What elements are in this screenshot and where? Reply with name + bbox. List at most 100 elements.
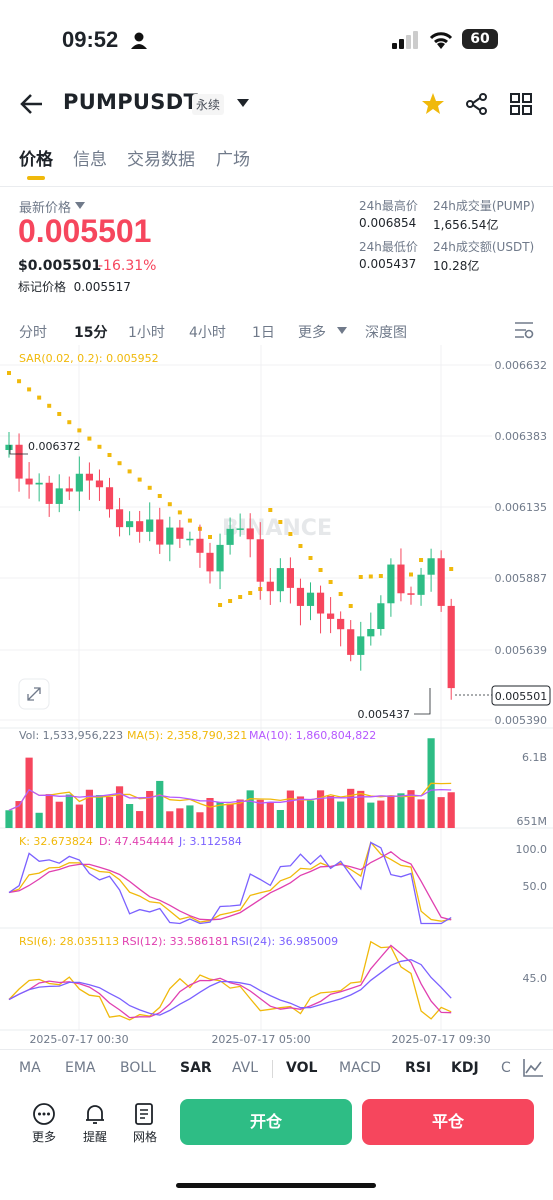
volume-bar	[176, 808, 184, 828]
indicator-avl[interactable]: AVL	[232, 1060, 259, 1076]
more-label[interactable]: 更多	[32, 1130, 57, 1144]
volume-bar	[5, 810, 13, 828]
interval-4h[interactable]: 4小时	[189, 325, 226, 341]
candle-body	[126, 521, 134, 528]
volume-bar	[206, 797, 214, 828]
high-value: 0.006854	[359, 216, 417, 230]
volume-bar	[15, 801, 23, 828]
volume-bar	[35, 812, 43, 828]
indicator-chart-icon[interactable]	[522, 1058, 544, 1078]
grid-menu-icon[interactable]	[510, 93, 532, 115]
volume-bar	[216, 802, 224, 828]
grid-label[interactable]: 网格	[133, 1130, 158, 1144]
time-label-3: 2025-07-17 09:30	[391, 1033, 490, 1045]
sar-label: SAR(0.02, 0.2): 0.005952	[19, 352, 159, 365]
chart-settings-icon[interactable]	[514, 321, 534, 339]
indicator-sar[interactable]: SAR	[180, 1060, 212, 1076]
volume-bar	[136, 811, 144, 828]
bell-icon[interactable]	[84, 1103, 106, 1125]
chevron-down-icon[interactable]	[236, 98, 250, 108]
sar-dot	[378, 574, 383, 578]
sar-dot	[298, 544, 303, 548]
star-icon[interactable]	[421, 92, 445, 116]
sar-dot	[248, 591, 253, 595]
current-price-tag[interactable]	[491, 685, 551, 706]
volume-bar	[146, 790, 154, 828]
tab-info[interactable]: 信息	[73, 150, 107, 170]
more-icon[interactable]	[33, 1103, 55, 1125]
latest-price-label[interactable]: 最新价格	[19, 201, 72, 216]
axis-tick-3: 0.006135	[495, 501, 548, 514]
volume-bar	[236, 799, 244, 828]
sar-dot	[328, 580, 333, 584]
volume-bar	[387, 795, 395, 828]
candle-body	[256, 539, 264, 582]
volume-bar	[316, 790, 325, 828]
indicator-boll[interactable]: BOLL	[120, 1060, 156, 1076]
candle-body	[196, 538, 204, 553]
candle-body	[45, 482, 53, 504]
interval-1h[interactable]: 1小时	[128, 325, 165, 341]
candle-body	[105, 487, 114, 510]
contract-type-badge: 永续	[192, 94, 225, 115]
interval-more[interactable]: 更多	[298, 325, 326, 341]
kdj-axis-top: 100.0	[516, 843, 548, 856]
candle-body	[65, 488, 73, 492]
volume-bar	[166, 811, 174, 828]
caret-down-icon[interactable]	[75, 202, 85, 209]
tab-square[interactable]: 广场	[216, 150, 250, 170]
sar-dot	[167, 502, 172, 507]
candlestick-chart[interactable]: BINANCE SAR(0.02, 0.2): 0.005952 0.00663…	[0, 345, 553, 1045]
indicator-ma[interactable]: MA	[19, 1060, 41, 1076]
sar-dot	[87, 436, 92, 441]
candle-body	[166, 527, 174, 545]
volume-value: 1,656.54亿	[433, 218, 499, 232]
sar-dot	[358, 575, 363, 579]
candle-body	[236, 528, 244, 530]
symbol-title[interactable]: PUMPUSDT	[63, 90, 199, 114]
sar-dot	[348, 604, 353, 608]
back-arrow-icon[interactable]	[20, 93, 44, 115]
candle-body	[186, 538, 194, 541]
indicator-kdj[interactable]: KDJ	[451, 1060, 479, 1076]
mark-price: 标记价格 0.005517	[18, 278, 131, 295]
tab-trading-data[interactable]: 交易数据	[127, 150, 195, 170]
tab-price[interactable]: 价格	[19, 150, 53, 170]
share-icon[interactable]	[466, 93, 488, 115]
volume-bar	[296, 796, 305, 828]
mark-price-value: 0.005517	[73, 280, 131, 294]
volume-bar	[337, 801, 345, 828]
vol-axis-top: 6.1B	[522, 751, 547, 764]
more-caret-icon[interactable]	[337, 327, 347, 334]
home-indicator	[176, 1183, 376, 1188]
interval-depth[interactable]: 深度图	[365, 325, 407, 341]
close-position-button[interactable]: 平仓	[362, 1099, 534, 1145]
interval-15m[interactable]: 15分	[74, 325, 108, 341]
mark-price-label: 标记价格	[18, 280, 67, 294]
indicator-ema[interactable]: EMA	[65, 1060, 96, 1076]
price-change: -16.31%	[98, 258, 157, 274]
candle-body	[377, 603, 385, 630]
candle-body	[316, 592, 325, 614]
sar-dot	[7, 371, 11, 375]
indicator-rsi[interactable]: RSI	[405, 1060, 432, 1076]
interval-1d[interactable]: 1日	[252, 325, 275, 341]
rsi6-label: RSI(6): 28.035113	[19, 935, 119, 948]
candle-body	[417, 574, 425, 595]
amount-value: 10.28亿	[433, 259, 480, 273]
volume-bar	[95, 795, 104, 828]
candle-body	[337, 618, 345, 630]
indicator-macd[interactable]: MACD	[339, 1060, 381, 1076]
indicator-vol[interactable]: VOL	[286, 1060, 318, 1076]
sar-dot	[107, 453, 112, 457]
alert-label[interactable]: 提醒	[83, 1130, 108, 1144]
grid-trading-icon[interactable]	[134, 1103, 156, 1125]
candle-body	[347, 629, 355, 655]
candle-body	[357, 636, 365, 655]
last-price: 0.005501	[18, 213, 152, 249]
indicator-more[interactable]: C	[501, 1060, 511, 1076]
time-label-1: 2025-07-17 00:30	[29, 1033, 128, 1045]
open-position-button[interactable]: 开仓	[180, 1099, 352, 1145]
interval-line[interactable]: 分时	[19, 325, 47, 341]
candle-body	[15, 444, 23, 479]
